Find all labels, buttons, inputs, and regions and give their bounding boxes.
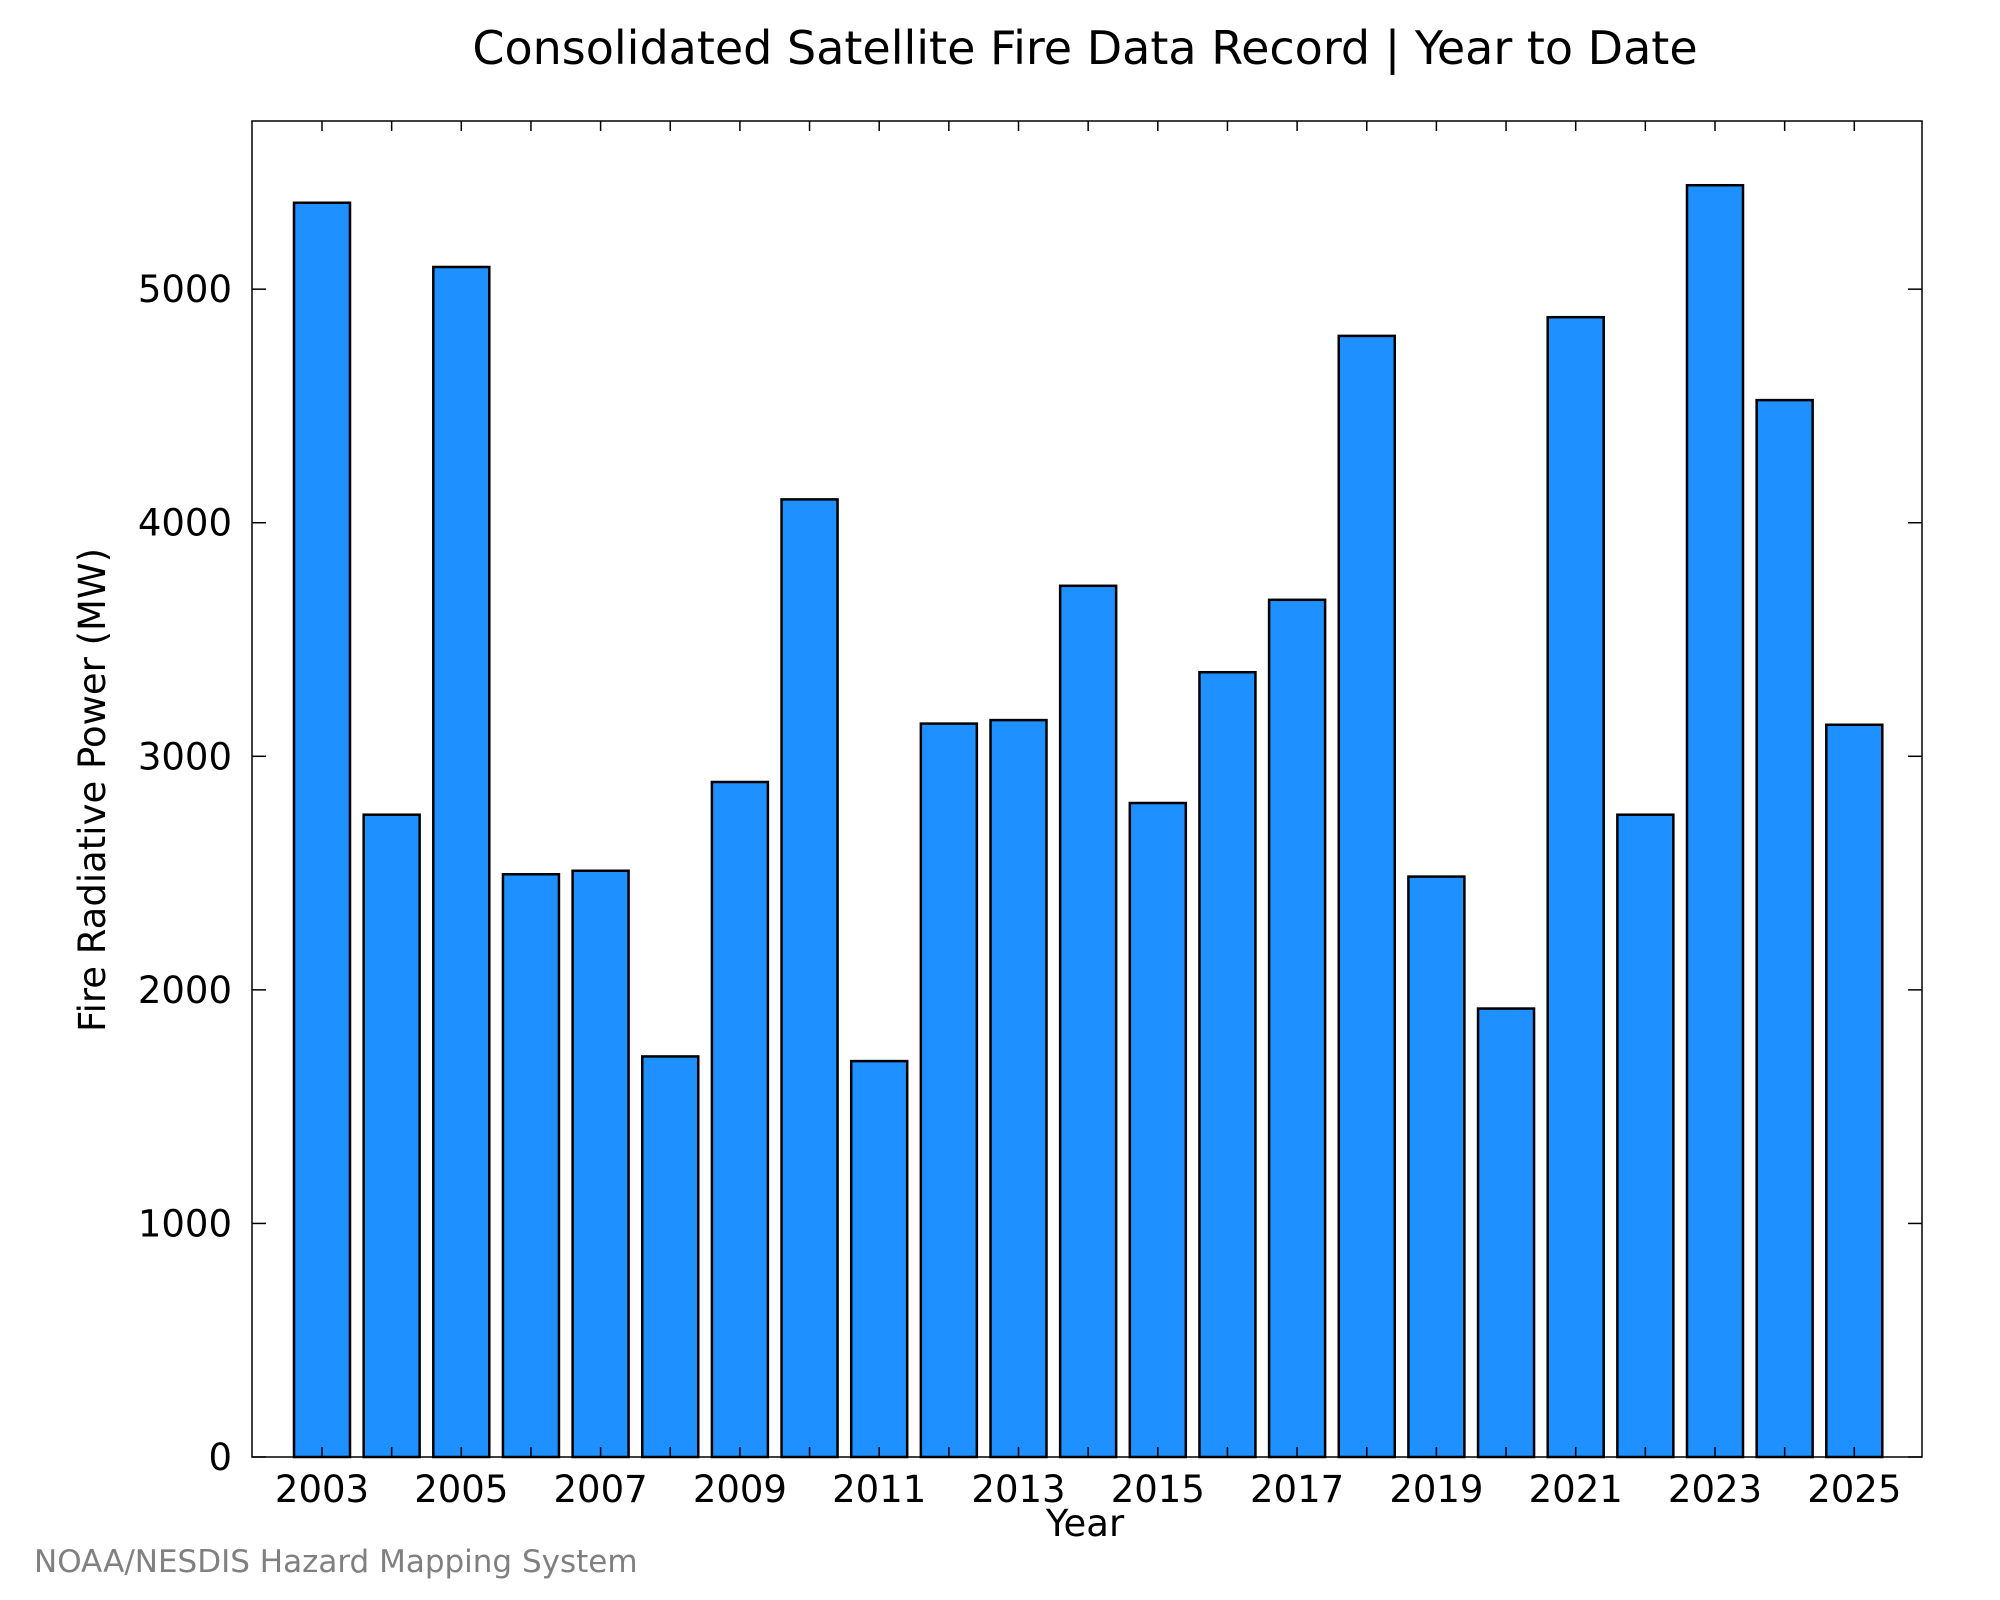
y-axis: 0 1000 2000 3000 4000 5000 bbox=[138, 268, 1922, 1479]
bar-2009 bbox=[710, 780, 770, 1459]
bar-2004 bbox=[362, 813, 421, 1459]
bar-2020 bbox=[1476, 1007, 1536, 1459]
bar-2010 bbox=[780, 498, 839, 1459]
x-tick-label: 2019 bbox=[1389, 1468, 1483, 1511]
y-tick-label: 1000 bbox=[138, 1202, 232, 1245]
bar-2015 bbox=[1128, 801, 1188, 1459]
x-tick-label: 2025 bbox=[1807, 1468, 1901, 1511]
bar-2019 bbox=[1407, 875, 1466, 1459]
x-tick-label: 2013 bbox=[971, 1468, 1065, 1511]
y-tick-label: 5000 bbox=[138, 268, 232, 311]
x-tick-label: 2017 bbox=[1250, 1468, 1344, 1511]
x-tick-label: 2003 bbox=[275, 1468, 369, 1511]
x-tick-label: 2015 bbox=[1111, 1468, 1205, 1511]
x-tick-label: 2011 bbox=[832, 1468, 926, 1511]
x-axis-label: Year bbox=[1045, 1502, 1125, 1545]
chart-title: Consolidated Satellite Fire Data Record … bbox=[472, 21, 1697, 76]
bar-2003 bbox=[292, 201, 352, 1459]
bar-2007 bbox=[571, 869, 630, 1459]
y-tick-label: 0 bbox=[208, 1436, 232, 1479]
y-tick-label: 3000 bbox=[138, 735, 232, 778]
bar-2023 bbox=[1685, 183, 1745, 1459]
x-tick-label: 2021 bbox=[1529, 1468, 1623, 1511]
bar-2021 bbox=[1546, 315, 1605, 1459]
bar-2008 bbox=[641, 1055, 700, 1459]
source-credit: NOAA/NESDIS Hazard Mapping System bbox=[34, 1544, 638, 1580]
bar-2011 bbox=[849, 1059, 909, 1459]
bar-2012 bbox=[919, 722, 979, 1459]
y-tick-label: 4000 bbox=[138, 502, 232, 545]
x-tick-label: 2023 bbox=[1668, 1468, 1762, 1511]
bar-2006 bbox=[501, 873, 561, 1459]
bar-2017 bbox=[1267, 598, 1327, 1459]
x-tick-label: 2007 bbox=[554, 1468, 648, 1511]
bars-group bbox=[292, 183, 1884, 1459]
x-tick-label: 2009 bbox=[693, 1468, 787, 1511]
bar-2022 bbox=[1616, 813, 1675, 1459]
bar-2016 bbox=[1198, 670, 1257, 1459]
bar-2013 bbox=[989, 718, 1048, 1459]
x-axis: 2003 2005 2007 2009 2011 2013 2015 2017 2019 2021… bbox=[275, 121, 1901, 1511]
bar-2014 bbox=[1058, 584, 1118, 1459]
bar-2024 bbox=[1755, 398, 1814, 1459]
bar-2025 bbox=[1825, 723, 1884, 1459]
x-tick-label: 2005 bbox=[414, 1468, 508, 1511]
y-axis-label: Fire Radiative Power (MW) bbox=[71, 548, 114, 1032]
bar-2018 bbox=[1337, 334, 1396, 1459]
bar-2005 bbox=[432, 265, 491, 1459]
y-tick-label: 2000 bbox=[138, 969, 232, 1012]
